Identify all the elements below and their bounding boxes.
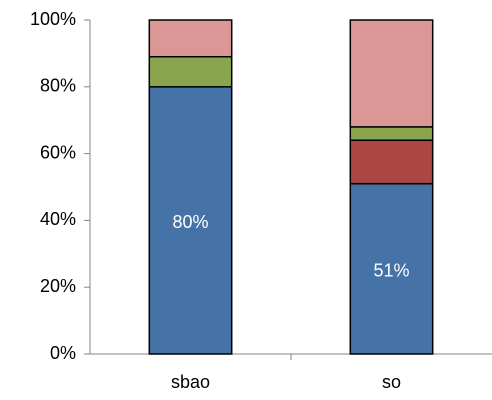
x-tick-label: so xyxy=(382,372,401,392)
y-tick-label: 0% xyxy=(50,343,76,363)
value-label: 51% xyxy=(373,261,409,281)
bar-segment xyxy=(148,19,233,58)
y-tick-label: 20% xyxy=(40,276,76,296)
bar-segment xyxy=(349,19,434,128)
y-tick-label: 60% xyxy=(40,142,76,162)
value-label: 80% xyxy=(172,212,208,232)
y-tick-label: 100% xyxy=(30,9,76,29)
bar-segment xyxy=(148,86,233,355)
bar-segment xyxy=(148,55,233,88)
x-tick-label: sbao xyxy=(171,372,210,392)
bar-segment xyxy=(349,182,434,355)
bar-segment xyxy=(349,139,434,185)
y-tick-label: 40% xyxy=(40,209,76,229)
bar-segment xyxy=(349,126,434,141)
y-tick-label: 80% xyxy=(40,76,76,96)
